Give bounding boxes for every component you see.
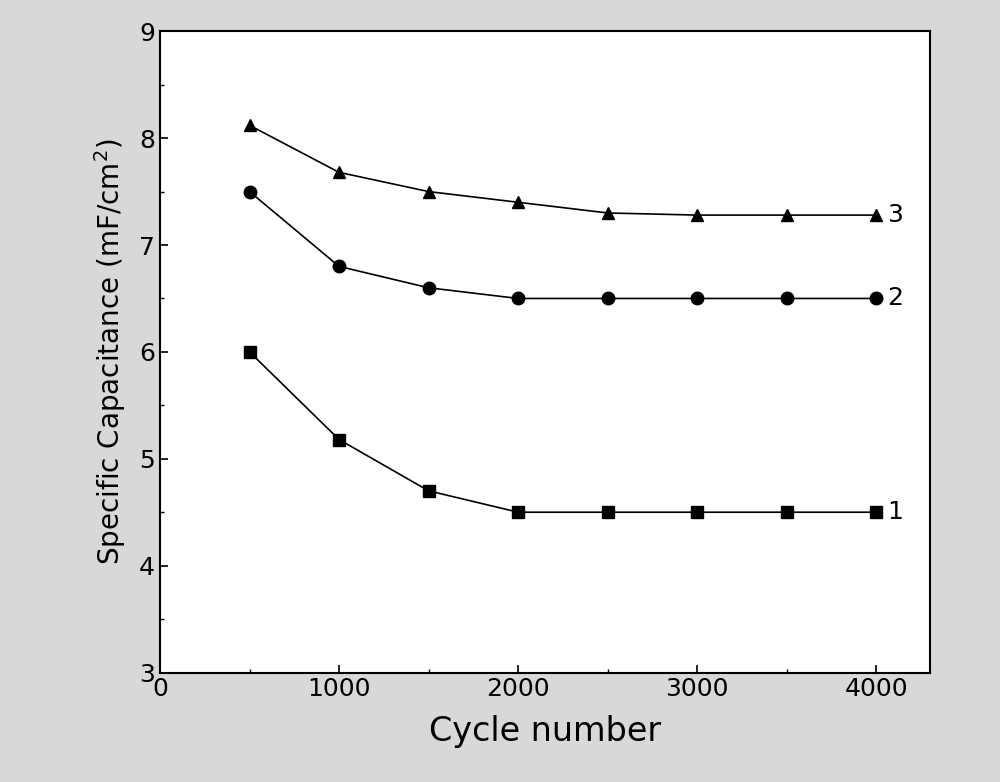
X-axis label: Cycle number: Cycle number bbox=[429, 716, 661, 748]
Text: 3: 3 bbox=[887, 203, 903, 227]
Y-axis label: Specific Capacitance (mF/cm$^2$): Specific Capacitance (mF/cm$^2$) bbox=[92, 138, 128, 565]
Text: 2: 2 bbox=[887, 286, 903, 310]
Text: 1: 1 bbox=[887, 500, 903, 524]
